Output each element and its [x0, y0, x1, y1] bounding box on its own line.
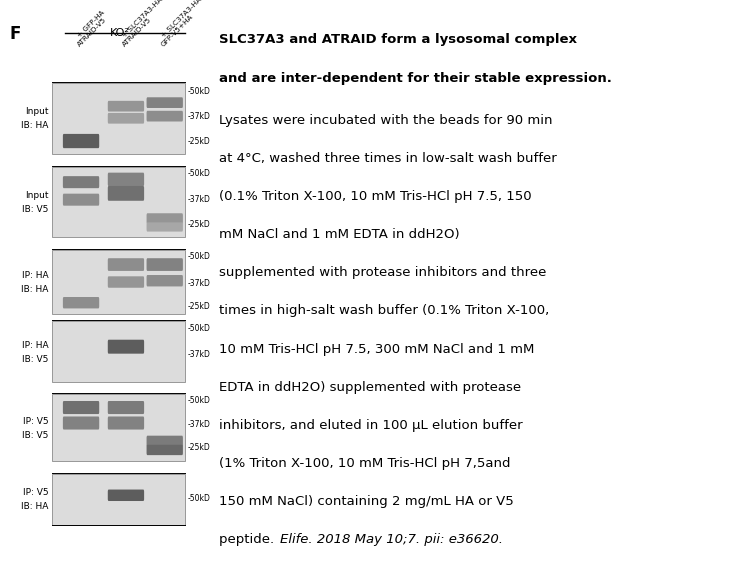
FancyBboxPatch shape [108, 101, 144, 112]
Text: inhibitors, and eluted in 100 μL elution buffer: inhibitors, and eluted in 100 μL elution… [219, 419, 523, 432]
Text: IB: HA: IB: HA [21, 121, 48, 130]
Text: F: F [10, 25, 21, 43]
FancyBboxPatch shape [52, 474, 185, 525]
Text: IP: HA: IP: HA [22, 341, 48, 349]
Text: + GFP-HA: + GFP-HA [77, 9, 106, 39]
Text: IB: V5: IB: V5 [22, 354, 48, 363]
Text: IB: HA: IB: HA [21, 502, 48, 511]
Text: + SLC37A3-HA: + SLC37A3-HA [122, 0, 164, 39]
FancyBboxPatch shape [108, 276, 144, 287]
Text: Input: Input [25, 191, 48, 200]
FancyBboxPatch shape [108, 113, 144, 124]
FancyBboxPatch shape [108, 401, 144, 414]
Text: SLC37A3 and ATRAID form a lysosomal complex: SLC37A3 and ATRAID form a lysosomal comp… [219, 33, 578, 46]
FancyBboxPatch shape [52, 83, 185, 154]
Text: peptide.: peptide. [219, 534, 279, 547]
Text: -50kD: -50kD [187, 252, 210, 261]
FancyBboxPatch shape [147, 275, 183, 286]
Text: EDTA in ddH2O) supplemented with protease: EDTA in ddH2O) supplemented with proteas… [219, 381, 522, 393]
Text: IP: V5: IP: V5 [23, 417, 48, 426]
FancyBboxPatch shape [147, 445, 183, 455]
FancyBboxPatch shape [52, 249, 185, 314]
Text: Lysates were incubated with the beads for 90 min: Lysates were incubated with the beads fo… [219, 114, 553, 127]
FancyBboxPatch shape [108, 186, 144, 201]
Text: -37kD: -37kD [187, 350, 210, 359]
FancyBboxPatch shape [63, 401, 99, 414]
Text: and are inter-dependent for their stable expression.: and are inter-dependent for their stable… [219, 73, 612, 86]
Text: IP: V5: IP: V5 [23, 488, 48, 497]
FancyBboxPatch shape [108, 489, 144, 501]
Text: supplemented with protease inhibitors and three: supplemented with protease inhibitors an… [219, 266, 547, 280]
Text: Input: Input [25, 107, 48, 116]
FancyBboxPatch shape [63, 134, 99, 148]
FancyBboxPatch shape [108, 173, 144, 186]
FancyBboxPatch shape [52, 394, 185, 462]
Text: GFP-V5+HA: GFP-V5+HA [160, 14, 195, 48]
Text: IB: HA: IB: HA [21, 285, 48, 294]
FancyBboxPatch shape [108, 417, 144, 430]
Text: -50kD: -50kD [187, 87, 210, 96]
Text: -50kD: -50kD [187, 396, 210, 405]
FancyBboxPatch shape [63, 176, 99, 188]
Text: (0.1% Triton X-100, 10 mM Tris-HCl pH 7.5, 150: (0.1% Triton X-100, 10 mM Tris-HCl pH 7.… [219, 190, 532, 203]
Text: 10 mM Tris-HCl pH 7.5, 300 mM NaCl and 1 mM: 10 mM Tris-HCl pH 7.5, 300 mM NaCl and 1… [219, 342, 534, 356]
FancyBboxPatch shape [147, 258, 183, 271]
FancyBboxPatch shape [52, 167, 185, 237]
Text: ATRAID-V5: ATRAID-V5 [122, 16, 153, 48]
Text: IP: HA: IP: HA [22, 271, 48, 280]
FancyBboxPatch shape [108, 340, 144, 354]
Text: -37kD: -37kD [187, 420, 210, 429]
Text: times in high-salt wash buffer (0.1% Triton X-100,: times in high-salt wash buffer (0.1% Tri… [219, 304, 550, 318]
Text: -25kD: -25kD [187, 221, 210, 230]
Text: Elife. 2018 May 10;7. pii: e36620.: Elife. 2018 May 10;7. pii: e36620. [280, 534, 503, 547]
FancyBboxPatch shape [63, 417, 99, 430]
FancyBboxPatch shape [63, 297, 99, 308]
Text: -25kD: -25kD [187, 137, 210, 146]
Text: + SLC37A3-HA: + SLC37A3-HA [160, 0, 203, 39]
Text: KO²: KO² [110, 28, 130, 38]
Text: -25kD: -25kD [187, 302, 210, 311]
FancyBboxPatch shape [147, 111, 183, 121]
FancyBboxPatch shape [52, 321, 185, 382]
Text: -50kD: -50kD [187, 170, 210, 178]
Text: -50kD: -50kD [187, 324, 210, 333]
Text: mM NaCl and 1 mM EDTA in ddH2O): mM NaCl and 1 mM EDTA in ddH2O) [219, 228, 460, 241]
FancyBboxPatch shape [63, 194, 99, 206]
Text: IB: V5: IB: V5 [22, 431, 48, 440]
Text: -37kD: -37kD [187, 195, 210, 204]
Text: -37kD: -37kD [187, 112, 210, 121]
FancyBboxPatch shape [147, 222, 183, 231]
Text: 150 mM NaCl) containing 2 mg/mL HA or V5: 150 mM NaCl) containing 2 mg/mL HA or V5 [219, 495, 514, 508]
FancyBboxPatch shape [147, 98, 183, 108]
FancyBboxPatch shape [147, 213, 183, 224]
Text: -50kD: -50kD [187, 494, 210, 503]
Text: -37kD: -37kD [187, 280, 210, 289]
Text: ATRAID-V5: ATRAID-V5 [77, 16, 108, 48]
Text: -25kD: -25kD [187, 443, 210, 452]
Text: at 4°C, washed three times in low-salt wash buffer: at 4°C, washed three times in low-salt w… [219, 152, 557, 165]
Text: IB: V5: IB: V5 [22, 205, 48, 214]
Text: (1% Triton X-100, 10 mM Tris-HCl pH 7,5and: (1% Triton X-100, 10 mM Tris-HCl pH 7,5a… [219, 457, 511, 470]
FancyBboxPatch shape [147, 435, 183, 447]
FancyBboxPatch shape [108, 258, 144, 271]
